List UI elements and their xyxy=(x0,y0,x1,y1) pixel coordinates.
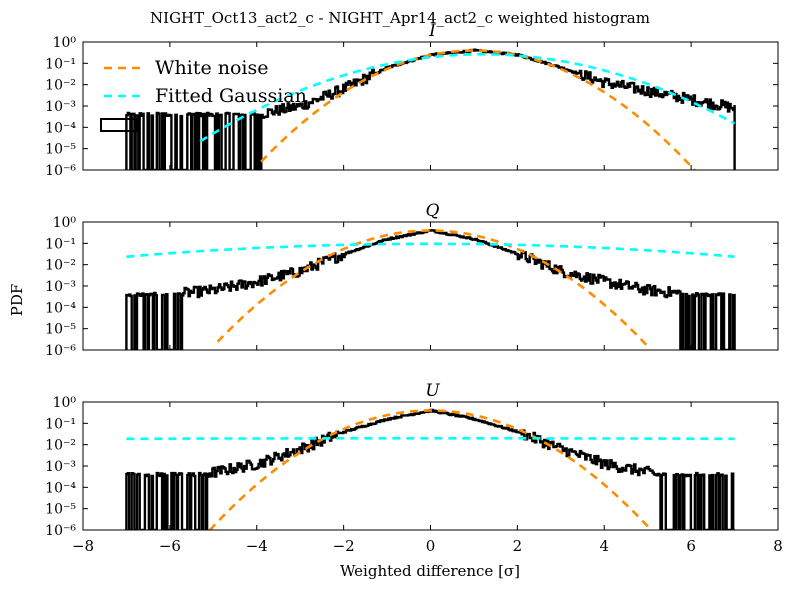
axes-frame xyxy=(82,41,779,171)
x-tick-label: −6 xyxy=(159,537,181,555)
y-tick-label: 10⁻⁴ xyxy=(45,480,76,496)
figure-title: NIGHT_Oct13_act2_c - NIGHT_Apr14_act2_c … xyxy=(150,9,650,27)
histogram-line-Q xyxy=(125,229,736,350)
x-tick-label: −8 xyxy=(72,537,94,555)
white-noise-curve-U xyxy=(208,409,653,530)
x-tick-label: −4 xyxy=(246,537,268,555)
y-tick-label: 10⁻⁵ xyxy=(45,502,76,518)
plot-area-I xyxy=(125,48,736,170)
axes-frame xyxy=(82,401,779,531)
plot-area-U xyxy=(125,408,735,530)
plot-area-Q xyxy=(125,229,736,350)
fitted-gaussian-curve-Q xyxy=(126,242,735,258)
y-tick-label: 10⁻⁶ xyxy=(45,523,76,539)
y-tick-label: 10⁻³ xyxy=(45,99,76,115)
y-tick-label: 10⁻¹ xyxy=(45,236,76,252)
y-tick-label: 10⁻⁵ xyxy=(45,142,76,158)
x-tick-label: −2 xyxy=(333,537,355,555)
white-noise-curve-I xyxy=(260,49,697,170)
x-tick-label: 8 xyxy=(773,537,783,555)
axes-frame xyxy=(82,221,779,351)
legend-label-white-noise: White noise xyxy=(155,57,269,79)
panel-title-I: I xyxy=(428,21,436,41)
y-tick-label: 10⁰ xyxy=(53,215,77,231)
panel-title-U: U xyxy=(425,381,440,401)
y-tick-label: 10⁰ xyxy=(53,395,77,411)
x-axis-label: Weighted difference [σ] xyxy=(339,562,521,580)
x-tick-label: 6 xyxy=(686,537,696,555)
x-tick-label: 0 xyxy=(426,537,436,555)
y-tick-label: 10⁰ xyxy=(53,35,77,51)
legend-label-fitted-gaussian: Fitted Gaussian xyxy=(155,85,307,107)
histogram-line-U xyxy=(125,408,735,530)
y-tick-label: 10⁻¹ xyxy=(45,56,76,72)
y-tick-label: 10⁻⁶ xyxy=(45,343,76,359)
y-tick-label: 10⁻² xyxy=(45,438,76,454)
y-tick-label: 10⁻⁴ xyxy=(45,120,76,136)
legend-swatch-histogram xyxy=(100,118,138,132)
x-tick-label: 4 xyxy=(599,537,609,555)
y-tick-label: 10⁻⁴ xyxy=(45,300,76,316)
x-tick-label: 2 xyxy=(513,537,523,555)
y-tick-label: 10⁻² xyxy=(45,78,76,94)
y-tick-label: 10⁻² xyxy=(45,258,76,274)
y-tick-label: 10⁻³ xyxy=(45,279,76,295)
panel-title-Q: Q xyxy=(426,201,440,221)
fitted-gaussian-curve-U xyxy=(126,437,735,441)
fitted-gaussian-curve-I xyxy=(199,53,736,143)
y-tick-label: 10⁻⁶ xyxy=(45,163,76,179)
y-tick-label: 10⁻¹ xyxy=(45,416,76,432)
y-tick-label: 10⁻⁵ xyxy=(45,322,76,338)
y-tick-label: 10⁻³ xyxy=(45,459,76,475)
